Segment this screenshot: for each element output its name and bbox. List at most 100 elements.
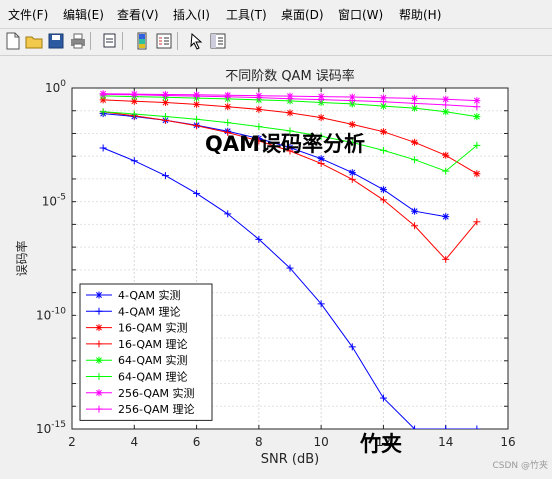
y-tick-exponent: -15 — [51, 420, 66, 430]
data-point-marker — [379, 146, 387, 154]
data-point-marker — [442, 167, 450, 175]
new-file-icon[interactable] — [3, 31, 23, 51]
data-point-marker — [411, 104, 419, 112]
insert-colorbar-icon[interactable] — [132, 31, 152, 51]
data-point-marker — [411, 425, 419, 429]
legend-entry: 16-QAM 理论 — [86, 337, 188, 351]
data-point-marker — [193, 122, 201, 130]
data-point-marker — [99, 90, 107, 98]
legend-label: 16-QAM 实测 — [118, 321, 188, 335]
series-group — [99, 90, 481, 429]
toolbar-separator — [90, 32, 91, 50]
data-point-marker — [411, 138, 419, 146]
menu-item-4[interactable]: 工具(T) — [226, 8, 267, 22]
data-point-marker — [130, 97, 138, 105]
data-point-marker — [348, 175, 356, 183]
data-point-marker — [224, 129, 232, 137]
insert-legend-icon[interactable] — [154, 31, 174, 51]
legend-marker — [95, 373, 103, 380]
y-axis-label: 误码率 — [14, 240, 29, 276]
data-point-marker — [286, 95, 294, 103]
link-icon[interactable] — [100, 31, 120, 51]
data-point-marker — [317, 114, 325, 122]
y-tick-exponent: 0 — [60, 79, 66, 89]
data-point-marker — [317, 300, 325, 308]
data-point-marker — [99, 108, 107, 116]
y-tick-base: 10 — [45, 81, 60, 95]
data-point-marker — [411, 207, 419, 215]
series-2 — [99, 96, 481, 178]
y-tick-label: 10-15 — [36, 420, 66, 436]
data-point-marker — [442, 101, 450, 109]
menu-item-6[interactable]: 窗口(W) — [338, 8, 384, 22]
data-point-marker — [224, 119, 232, 127]
data-point-marker — [348, 120, 356, 128]
data-point-marker — [473, 113, 481, 121]
data-point-marker — [224, 93, 232, 101]
open-folder-icon[interactable] — [24, 31, 44, 51]
figure-area: 2 4 6 8 10 12 14 16 100 10-5 10-10 10-15 SNR (dB) 误码率… — [0, 56, 552, 475]
data-point-marker — [379, 186, 387, 194]
legend-label: 64-QAM 实测 — [118, 353, 188, 367]
legend-entry: 64-QAM 实测 — [86, 353, 188, 367]
data-point-marker — [255, 235, 263, 243]
data-point-marker — [193, 100, 201, 108]
legend-marker — [95, 340, 103, 348]
data-point-marker — [411, 222, 419, 230]
legend-label: 4-QAM 实测 — [118, 288, 181, 302]
menu-item-7[interactable]: 帮助(H) — [399, 8, 442, 22]
data-point-marker — [161, 91, 169, 99]
data-point-marker — [130, 110, 138, 118]
data-point-marker — [286, 147, 294, 155]
menu-item-1[interactable]: 编辑(E) — [63, 8, 104, 22]
y-tick-base: 10 — [36, 422, 51, 436]
y-tick-label: 10-10 — [36, 306, 66, 322]
menu-bar: 文件(F) 编辑(E) 查看(V) 插入(I) 工具(T) 桌面(D) 窗口(W) 帮助(H) — [0, 0, 552, 28]
data-point-marker — [442, 255, 450, 263]
x-axis-label: SNR (dB) — [261, 452, 319, 467]
legend-entry: 4-QAM 理论 — [86, 304, 181, 318]
legend-label: 256-QAM 理论 — [118, 402, 195, 416]
legend-label: 4-QAM 理论 — [118, 304, 181, 318]
data-point-marker — [255, 123, 263, 131]
data-point-marker — [130, 91, 138, 99]
y-tick-base: 10 — [42, 195, 57, 209]
data-point-marker — [473, 218, 481, 226]
data-point-marker — [473, 103, 481, 111]
data-point-marker — [161, 172, 169, 180]
x-tick-label: 12 — [376, 435, 391, 449]
data-point-marker — [255, 94, 263, 102]
series-7 — [99, 90, 481, 111]
legend-entry: 16-QAM 实测 — [86, 321, 188, 335]
data-point-marker — [99, 144, 107, 152]
series-3 — [99, 108, 481, 263]
y-tick-label: 100 — [45, 79, 66, 95]
pointer-icon[interactable] — [186, 31, 206, 51]
data-point-marker — [286, 127, 294, 135]
data-point-marker — [317, 96, 325, 104]
property-inspector-icon[interactable] — [208, 31, 228, 51]
data-point-marker — [193, 189, 201, 197]
data-point-marker — [161, 112, 169, 120]
print-icon[interactable] — [68, 31, 88, 51]
y-tick-exponent: -10 — [51, 306, 66, 316]
toolbar-separator — [122, 32, 123, 50]
data-point-marker — [286, 109, 294, 117]
menu-item-5[interactable]: 桌面(D) — [281, 8, 324, 22]
save-icon[interactable] — [46, 31, 66, 51]
data-point-marker — [286, 264, 294, 272]
data-point-marker — [193, 92, 201, 100]
menu-item-0[interactable]: 文件(F) — [8, 8, 49, 22]
data-point-marker — [411, 156, 419, 164]
menu-item-2[interactable]: 查看(V) — [117, 8, 159, 22]
legend-entry: 256-QAM 理论 — [86, 402, 195, 416]
legend-entry: 256-QAM 实测 — [86, 386, 195, 400]
axes-frame — [71, 87, 509, 430]
menu-item-3[interactable]: 插入(I) — [173, 8, 210, 22]
legend-label: 64-QAM 理论 — [118, 370, 188, 384]
x-tick-label: 2 — [68, 435, 76, 449]
legend: 4-QAM 实测 4-QAM 理论 16-QAM 实测 16-QAM 理论 64-QAM… — [79, 283, 213, 421]
data-point-marker — [255, 137, 263, 145]
data-point-marker — [130, 157, 138, 165]
